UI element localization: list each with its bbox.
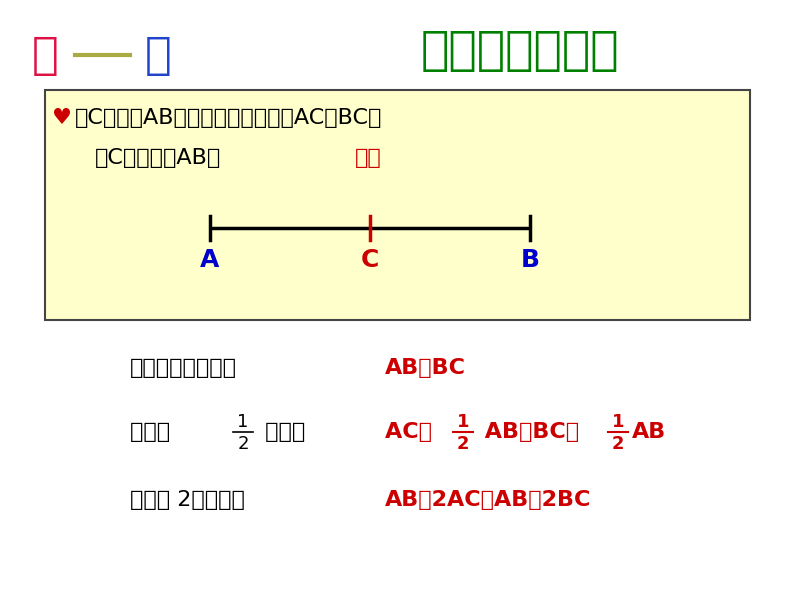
Text: AC＝: AC＝ [385,422,440,442]
Text: 线段的 2倍关系：: 线段的 2倍关系： [130,490,245,510]
Text: 2: 2 [237,435,249,453]
Text: C: C [360,248,380,272]
Text: ♥: ♥ [52,108,72,128]
Text: 学: 学 [32,33,59,76]
Text: 点C叫做线段AB的: 点C叫做线段AB的 [95,148,222,168]
Text: 关系：: 关系： [258,422,305,442]
Text: 1: 1 [237,413,249,431]
Text: 学: 学 [145,33,172,76]
Text: 线段的: 线段的 [130,422,177,442]
Text: 1: 1 [611,413,624,431]
Text: A: A [200,248,220,272]
Text: B: B [521,248,539,272]
Text: 点C把线段AB分成相等的两条线段AC和BC，: 点C把线段AB分成相等的两条线段AC和BC， [75,108,383,128]
Text: 1: 1 [457,413,469,431]
Text: AB，BC＝: AB，BC＝ [477,422,587,442]
Text: 线段的相等关系：: 线段的相等关系： [130,358,237,378]
Text: AB＝2AC，AB＝2BC: AB＝2AC，AB＝2BC [385,490,592,510]
FancyBboxPatch shape [45,90,750,320]
Text: 中点: 中点 [355,148,382,168]
Text: AB＝BC: AB＝BC [385,358,466,378]
Text: 2: 2 [611,435,624,453]
Text: AB: AB [632,422,666,442]
Text: 线段中点的定义: 线段中点的定义 [421,29,619,74]
Text: 2: 2 [457,435,469,453]
